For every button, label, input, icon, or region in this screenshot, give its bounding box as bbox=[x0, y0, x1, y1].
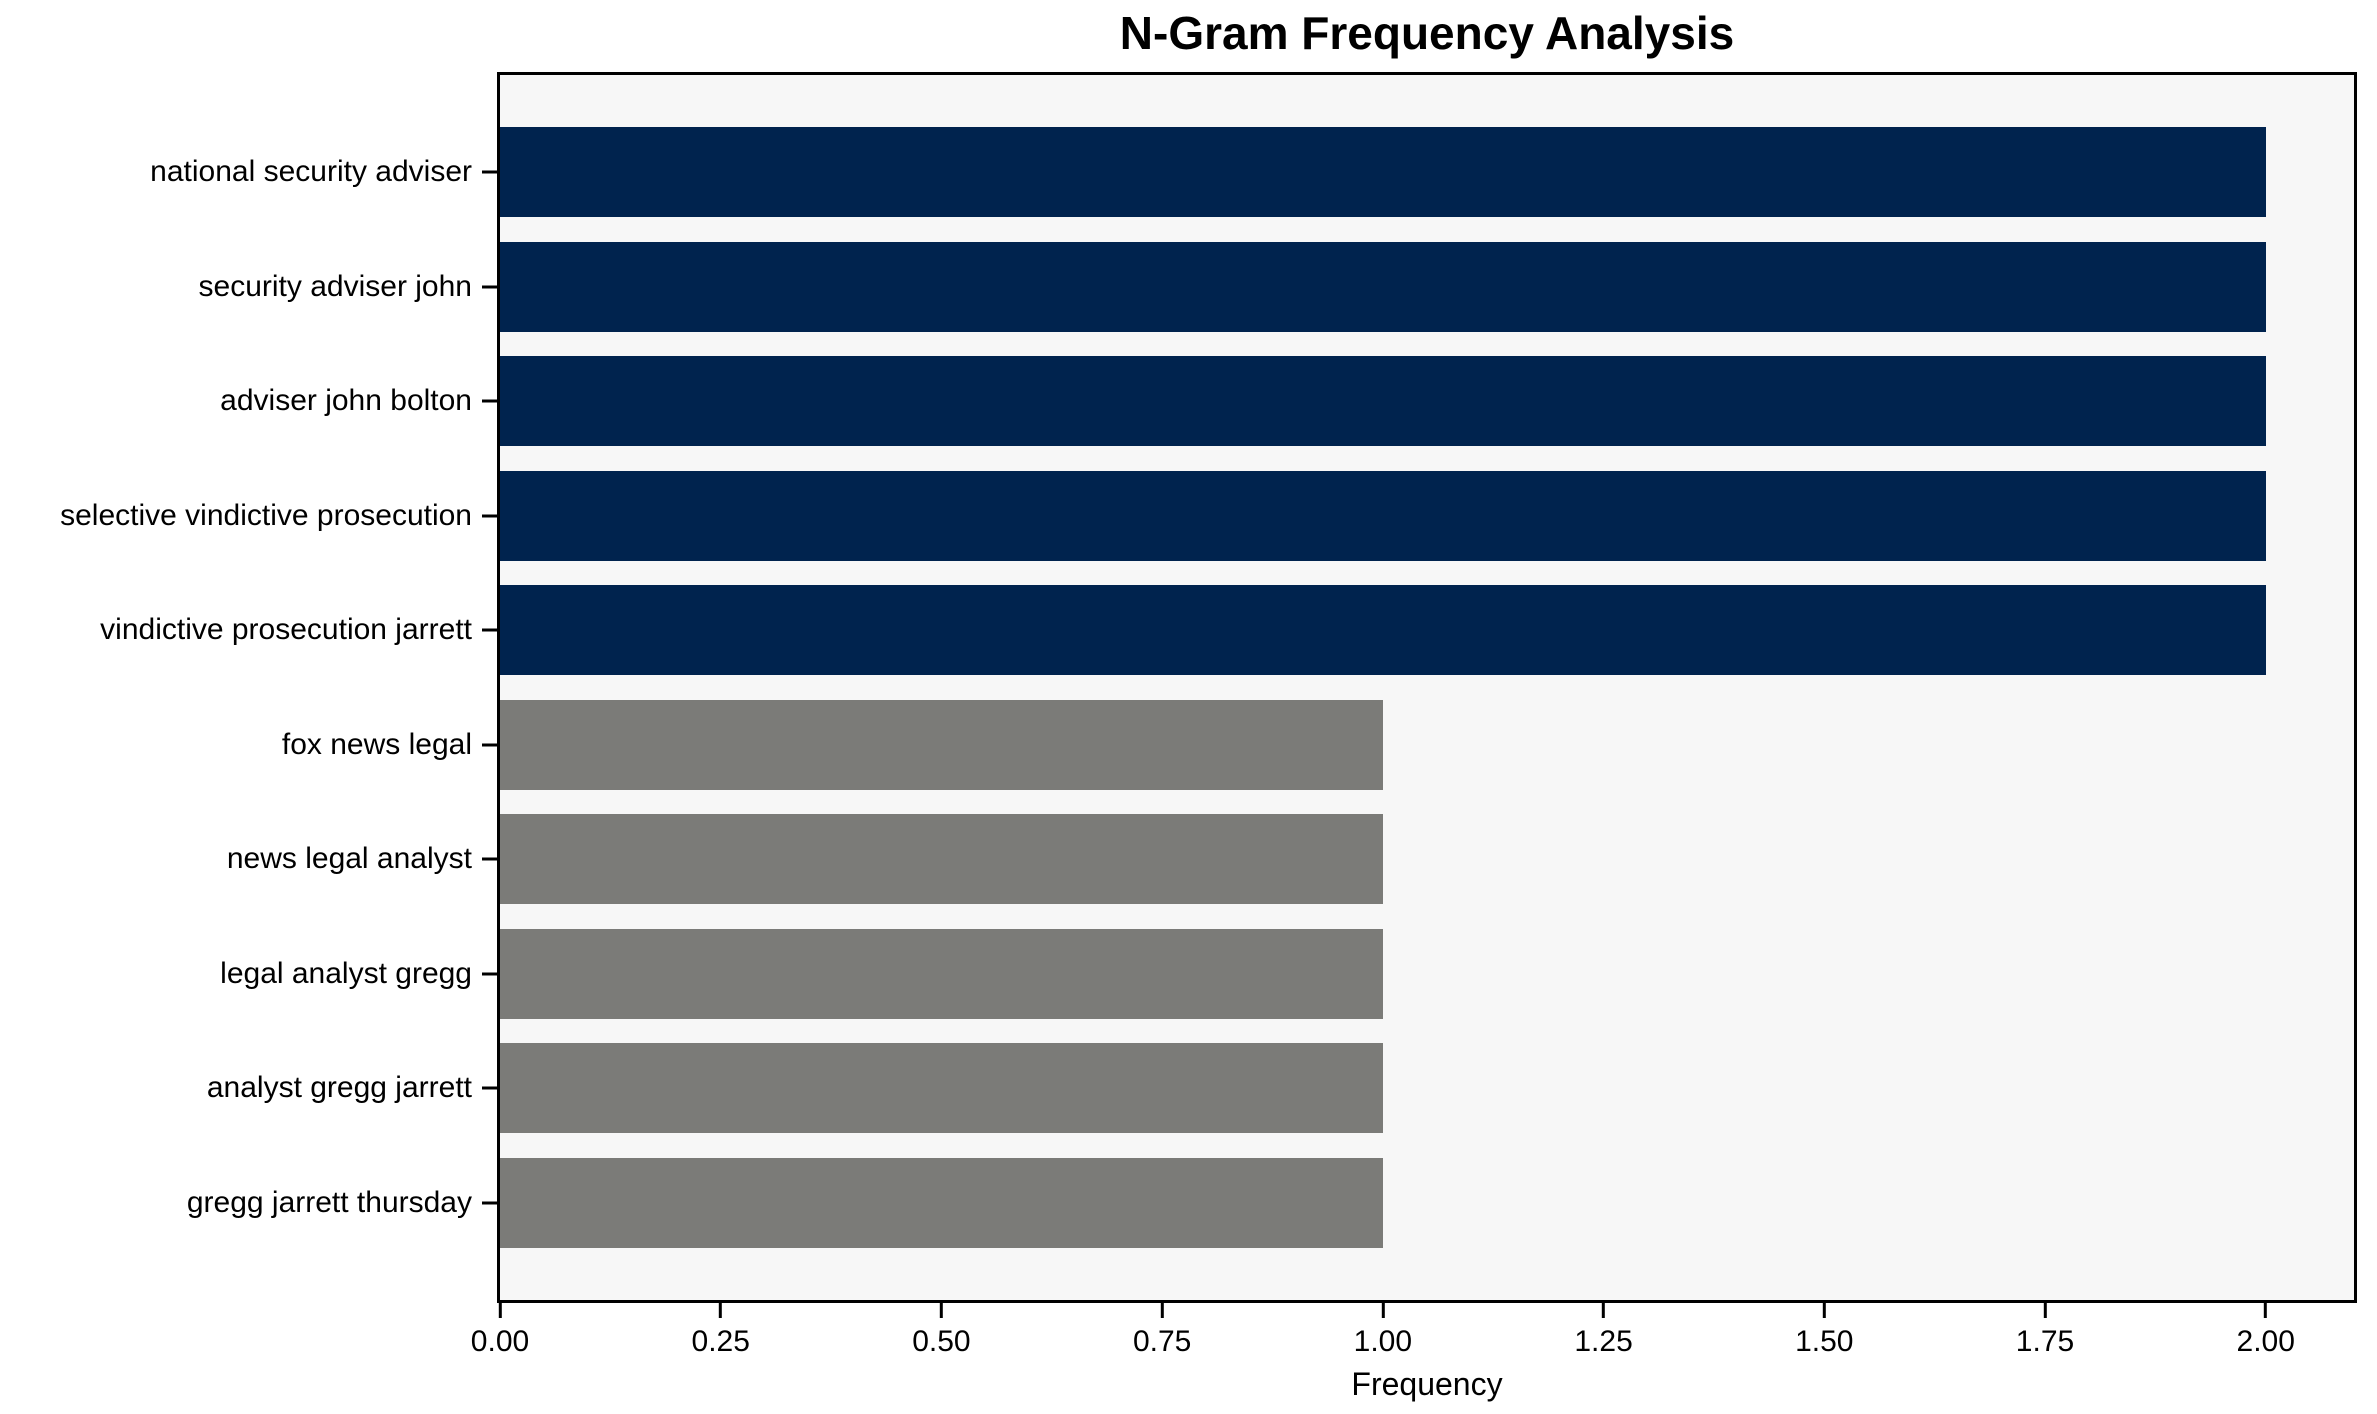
bar-row: vindictive prosecution jarrett bbox=[100, 573, 2354, 688]
y-tick-label: gregg jarrett thursday bbox=[186, 1185, 472, 1219]
x-tick: 0.50 bbox=[912, 1303, 971, 1358]
y-tick-label: legal analyst gregg bbox=[220, 956, 472, 990]
y-tick-label: news legal analyst bbox=[226, 842, 472, 876]
y-tick-label: vindictive prosecution jarrett bbox=[100, 613, 472, 647]
bar-row: security adviser john bbox=[199, 230, 2354, 345]
x-tick-mark bbox=[498, 1303, 502, 1318]
bar-row: news legal analyst bbox=[227, 802, 2354, 917]
y-tick-label: analyst gregg jarrett bbox=[206, 1071, 472, 1105]
bar bbox=[500, 1043, 1383, 1134]
x-tick: 1.50 bbox=[1795, 1303, 1853, 1357]
x-tick: 1.75 bbox=[2016, 1303, 2074, 1357]
y-tick-label: adviser john bolton bbox=[220, 384, 472, 418]
y-tick-mark bbox=[482, 285, 497, 289]
chart-title: N-Gram Frequency Analysis bbox=[1119, 7, 1735, 59]
y-tick-label: selective vindictive prosecution bbox=[60, 498, 472, 532]
x-tick-label: 1.50 bbox=[1795, 1325, 1854, 1358]
bar-row: selective vindictive prosecution bbox=[60, 459, 2354, 574]
bar-row: gregg jarrett thursday bbox=[187, 1146, 2354, 1261]
bar bbox=[500, 127, 2266, 218]
x-tick-mark bbox=[719, 1303, 723, 1318]
y-tick-mark bbox=[482, 399, 497, 403]
y-tick-mark bbox=[482, 972, 497, 976]
x-tick-mark bbox=[1160, 1303, 1164, 1318]
bar-rows: national security adviser security advise… bbox=[60, 115, 2354, 1261]
y-tick-label: national security adviser bbox=[150, 155, 472, 189]
x-tick-label: 1.00 bbox=[1353, 1325, 1413, 1358]
bar bbox=[500, 814, 1383, 905]
bar bbox=[500, 699, 1383, 790]
x-tick: 0.25 bbox=[692, 1303, 750, 1357]
y-tick-label: fox news legal bbox=[281, 727, 472, 761]
y-tick-mark bbox=[482, 514, 497, 518]
x-tick: 1.25 bbox=[1574, 1303, 1633, 1358]
x-tick: 0.75 bbox=[1133, 1303, 1191, 1357]
bar-row: adviser john bolton bbox=[220, 344, 2354, 459]
x-tick-label: 2.00 bbox=[2236, 1325, 2295, 1358]
bar-row: analyst gregg jarrett bbox=[207, 1031, 2354, 1146]
x-tick: 1.00 bbox=[1354, 1303, 1412, 1357]
x-tick-mark bbox=[1602, 1303, 1606, 1318]
bar bbox=[500, 1157, 1383, 1248]
x-tick: 0.00 bbox=[471, 1303, 529, 1357]
x-tick-mark bbox=[939, 1303, 943, 1318]
plot-inner: national security adviser security advise… bbox=[60, 75, 2354, 1300]
x-tick-label: 0.00 bbox=[470, 1325, 530, 1358]
y-tick-label: security adviser john bbox=[198, 269, 472, 303]
y-tick-mark bbox=[482, 743, 497, 747]
y-tick-mark bbox=[482, 1086, 497, 1090]
x-tick-mark bbox=[1381, 1303, 1385, 1318]
x-tick-label: 0.75 bbox=[1132, 1325, 1192, 1358]
bar-row: national security adviser bbox=[150, 115, 2354, 230]
plot-area: national security adviser security advise… bbox=[60, 72, 2357, 1303]
x-tick-label: 1.75 bbox=[2015, 1325, 2075, 1358]
bar bbox=[500, 241, 2266, 332]
bar-row: legal analyst gregg bbox=[220, 917, 2354, 1032]
y-tick-mark bbox=[482, 1201, 497, 1205]
bar-row: fox news legal bbox=[282, 688, 2354, 803]
x-tick-label: 0.50 bbox=[912, 1325, 971, 1358]
y-tick-mark bbox=[482, 170, 497, 174]
x-tick-mark bbox=[2043, 1303, 2047, 1318]
bar bbox=[500, 470, 2266, 561]
bar bbox=[500, 928, 1383, 1019]
bar bbox=[500, 356, 2266, 447]
x-tick-label: 0.25 bbox=[691, 1325, 750, 1358]
x-tick-label: 1.25 bbox=[1574, 1325, 1633, 1358]
y-tick-mark bbox=[482, 857, 497, 861]
x-tick-mark bbox=[2264, 1303, 2268, 1318]
x-tick-mark bbox=[1822, 1303, 1826, 1318]
x-axis-title: Frequency bbox=[1351, 1366, 1503, 1402]
x-axis: 0.00 0.25 0.50 0.75 1.00 1.25 1.50 1.75 2.00 bbox=[471, 1303, 2354, 1373]
x-tick: 2.00 bbox=[2237, 1303, 2295, 1357]
y-tick-mark bbox=[482, 628, 497, 632]
bar bbox=[500, 585, 2266, 676]
